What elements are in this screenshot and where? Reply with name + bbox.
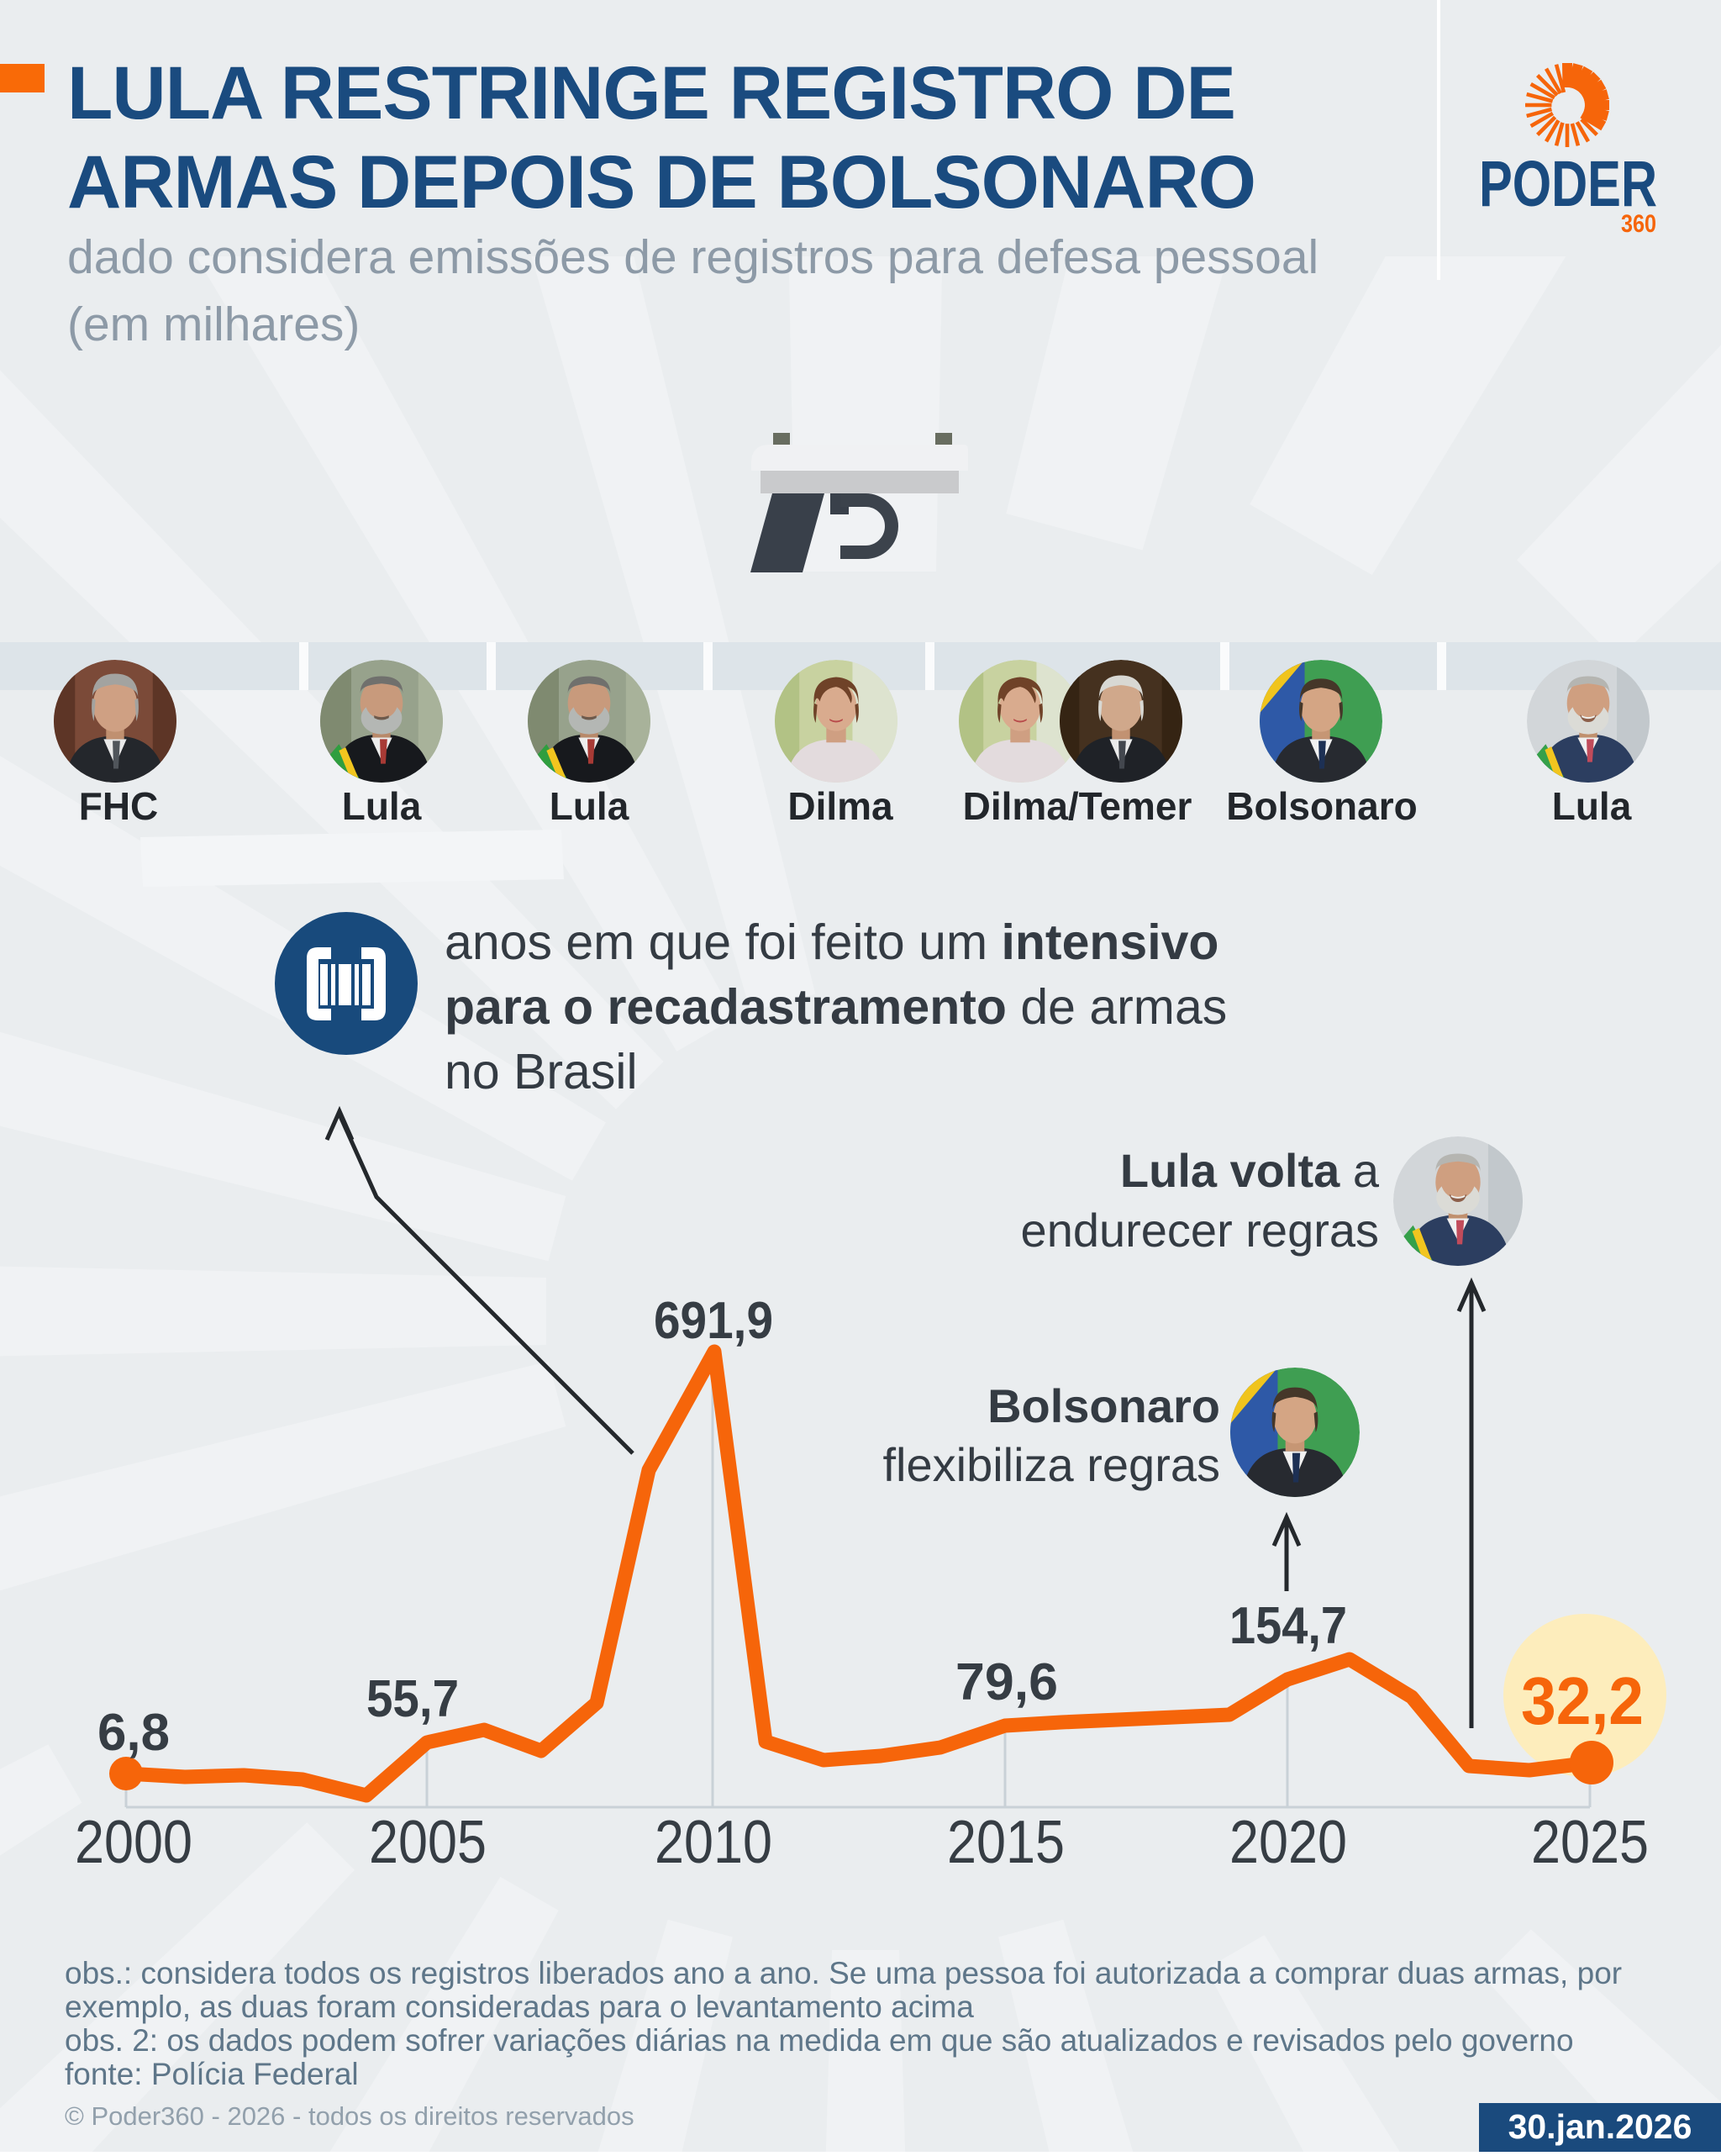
svg-text:no Brasil: no Brasil [445, 1044, 638, 1099]
svg-text:691,9: 691,9 [654, 1292, 773, 1350]
svg-text:2000: 2000 [75, 1809, 192, 1876]
svg-text:(em milhares): (em milhares) [67, 298, 360, 351]
svg-text:55,7: 55,7 [366, 1670, 459, 1728]
svg-text:Dilma/Temer: Dilma/Temer [963, 784, 1192, 828]
svg-text:obs. 2: os dados podem sofrer: obs. 2: os dados podem sofrer variações … [65, 2023, 1574, 2058]
svg-text:fonte: Polícia Federal: fonte: Polícia Federal [65, 2057, 359, 2091]
svg-text:Lula: Lula [342, 784, 422, 828]
svg-text:Lula: Lula [1552, 784, 1632, 828]
svg-text:FHC: FHC [79, 784, 159, 828]
svg-text:30.jan.2026: 30.jan.2026 [1508, 2107, 1692, 2146]
svg-text:Dilma: Dilma [787, 784, 893, 828]
svg-text:2005: 2005 [369, 1809, 487, 1876]
svg-text:PODER: PODER [1479, 148, 1657, 220]
svg-text:exemplo, as duas foram conside: exemplo, as duas foram consideradas para… [65, 1990, 974, 2024]
svg-text:© Poder360 - 2026 - todos os d: © Poder360 - 2026 - todos os direitos re… [65, 2101, 634, 2131]
svg-text:2020: 2020 [1229, 1809, 1347, 1876]
svg-text:154,7: 154,7 [1229, 1597, 1347, 1655]
svg-text:Bolsonaro: Bolsonaro [987, 1379, 1220, 1432]
svg-text:LULA RESTRINGE REGISTRO DE: LULA RESTRINGE REGISTRO DE [67, 50, 1235, 134]
svg-text:Lula: Lula [550, 784, 629, 828]
svg-text:anos em que foi feito um inten: anos em que foi feito um intensivo [445, 915, 1218, 970]
svg-text:ARMAS DEPOIS DE BOLSONARO: ARMAS DEPOIS DE BOLSONARO [67, 140, 1255, 224]
svg-text:6,8: 6,8 [97, 1704, 170, 1762]
svg-text:Bolsonaro: Bolsonaro [1226, 784, 1417, 828]
svg-text:flexibiliza regras: flexibiliza regras [883, 1438, 1221, 1491]
svg-text:360: 360 [1621, 210, 1656, 238]
svg-text:Lula volta a: Lula volta a [1120, 1144, 1380, 1197]
svg-text:endurecer regras: endurecer regras [1021, 1204, 1379, 1257]
svg-text:2025: 2025 [1531, 1809, 1649, 1876]
svg-text:dado considera emissões de reg: dado considera emissões de registros par… [67, 230, 1318, 284]
svg-text:2010: 2010 [655, 1809, 772, 1876]
svg-text:obs.: considera todos os regis: obs.: considera todos os registros liber… [65, 1956, 1622, 1990]
svg-text:32,2: 32,2 [1521, 1663, 1644, 1738]
svg-text:para o recadastramento de arma: para o recadastramento de armas [445, 979, 1227, 1035]
svg-text:2015: 2015 [947, 1809, 1065, 1876]
svg-text:79,6: 79,6 [955, 1653, 1058, 1711]
